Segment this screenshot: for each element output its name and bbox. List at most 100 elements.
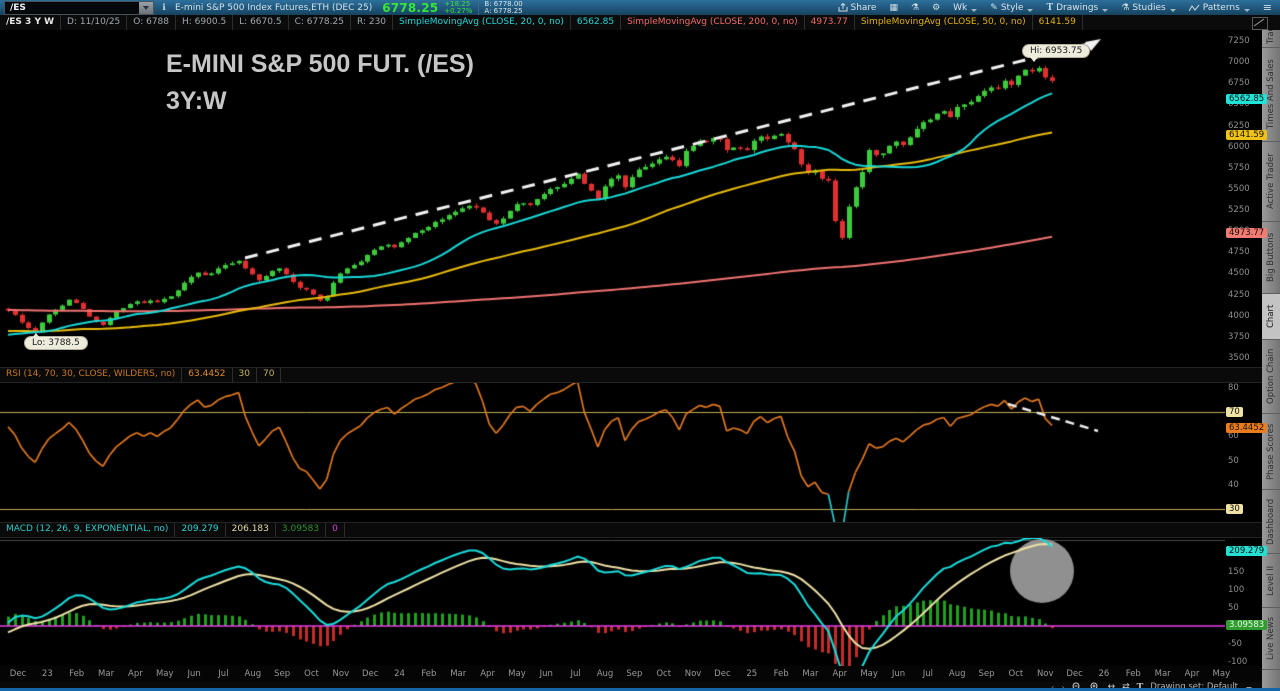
symbol-input[interactable]: /ES	[4, 0, 154, 15]
sidebar-tab-chart[interactable]: Chart	[1262, 294, 1280, 340]
rsi-chart-canvas[interactable]	[0, 383, 1225, 522]
time-axis-label: Apr	[480, 669, 495, 679]
low-price-bubble: Lo: 3788.5	[24, 333, 88, 350]
info-icon[interactable]: ℹ	[162, 2, 166, 13]
style-menu[interactable]: ✎ Style	[990, 2, 1034, 13]
timeframe-menu[interactable]: Wk	[953, 3, 978, 13]
study-label[interactable]: SimpleMovingAvg (CLOSE, 50, 0, no)	[855, 15, 1033, 30]
macd-chart-canvas[interactable]	[0, 538, 1225, 666]
symbol-dropdown-button[interactable]	[139, 1, 153, 14]
sidebar-tab-live-news[interactable]: Live News	[1262, 608, 1280, 670]
time-axis-label: Feb	[421, 669, 437, 679]
axis-value-badge: 6562.85	[1226, 94, 1268, 105]
axis-tick-label: -50	[1228, 639, 1242, 649]
ohlc-cell: H: 6900.5	[176, 15, 234, 30]
macd-header: MACD (12, 26, 9, EXPONENTIAL, no) 209.27…	[0, 522, 1262, 538]
chevron-down-icon	[1169, 9, 1176, 12]
time-axis-label: Apr	[1184, 669, 1200, 679]
text-note-icon[interactable]: T	[1136, 681, 1144, 691]
top-nav: /ES ℹ E-mini S&P 500 Index Futures,ETH (…	[0, 0, 1280, 15]
rsi-value: 63.4452	[182, 368, 233, 382]
time-axis-label: Mar	[1154, 669, 1171, 679]
settings-button[interactable]: ⚙	[932, 3, 940, 13]
price-chart-canvas[interactable]	[0, 30, 1225, 367]
time-axis-label: Jun	[539, 669, 553, 679]
ask-label: A: 6778.25	[484, 6, 523, 15]
axis-value-badge: 70	[1226, 407, 1243, 418]
title-line2: 3Y:W	[166, 87, 227, 115]
time-axis-label: 25	[746, 669, 758, 679]
window-bottom-edge	[0, 688, 1280, 691]
hamburger-menu-icon[interactable]: ≡	[1262, 1, 1272, 14]
chevron-down-icon	[143, 5, 149, 10]
price-pane: E-MINI S&P 500 FUT. (/ES) 3Y:W Hi: 6953.…	[0, 30, 1268, 367]
study-label[interactable]: SimpleMovingAvg (CLOSE, 200, 0, no)	[621, 15, 805, 30]
flexgrid-button[interactable]: ▦	[889, 3, 898, 13]
ohlc-cell: R: 230	[351, 15, 394, 30]
sidebar-tab-option-chain[interactable]: Option Chain	[1262, 340, 1280, 414]
symbol-timeframe-label: /ES 3 Y W	[0, 15, 62, 30]
zigzag-icon	[1188, 4, 1200, 11]
time-axis-label: May	[860, 669, 878, 679]
time-axis-label: Nov	[1036, 669, 1054, 679]
macd-zero-label: 0	[326, 523, 345, 537]
rsi-study-label[interactable]: RSI (14, 70, 30, CLOSE, WILDERS, no)	[0, 368, 183, 382]
analyze-button[interactable]: ⚗	[911, 3, 919, 13]
share-button[interactable]: Share	[838, 3, 876, 13]
expand-horizontal-icon[interactable]: ↔	[1107, 682, 1116, 691]
time-axis-label: Mar	[98, 669, 115, 679]
study-value: 6141.59	[1033, 15, 1083, 30]
rsi-overbought-level: 70	[257, 368, 282, 382]
last-price: 6778.25	[382, 0, 439, 15]
style-icon: ✎	[990, 2, 998, 13]
drawings-menu[interactable]: T Drawings	[1046, 3, 1109, 13]
pan-right-icon[interactable]: ›	[1061, 682, 1065, 691]
time-axis-label: Dec	[9, 669, 27, 679]
auto-fit-icon[interactable]	[1252, 17, 1268, 30]
axis-tick-label: 5750	[1228, 162, 1250, 173]
time-axis-label: Feb	[1125, 669, 1141, 679]
sidebar-tab-active-trader[interactable]: Active Trader	[1262, 142, 1280, 222]
time-axis-label: 24	[394, 669, 405, 679]
studies-menu[interactable]: ⚗ Studies	[1121, 3, 1176, 13]
time-axis-label: Jun	[891, 669, 906, 679]
axis-value-badge: 63.4452	[1226, 423, 1268, 434]
time-axis-label: 26	[1098, 669, 1110, 679]
swap-axes-icon[interactable]: ⇄	[1122, 682, 1130, 691]
study-cells: SimpleMovingAvg (CLOSE, 20, 0, no) 6562.8…	[393, 15, 1083, 30]
flask-icon: ⚗	[911, 2, 920, 13]
axis-value-badge: 209.279	[1226, 545, 1268, 556]
time-axis-label: Mar	[802, 669, 819, 679]
axis-tick-label: 80	[1228, 383, 1239, 393]
axis-tick-label: 7000	[1228, 57, 1250, 68]
study-label[interactable]: SimpleMovingAvg (CLOSE, 20, 0, no)	[393, 15, 571, 30]
price-axis[interactable]: 7250700067506500625060005750550052505000…	[1225, 30, 1268, 367]
axis-tick-label: 100	[1228, 585, 1245, 595]
time-axis-label: Oct	[1008, 669, 1024, 679]
drawing-set-selector[interactable]: Drawing set: Default	[1150, 682, 1238, 691]
sidebar-tab-dashboard[interactable]: Dashboard	[1262, 490, 1280, 554]
time-axis-label: Oct	[656, 669, 672, 679]
patterns-menu[interactable]: Patterns	[1188, 3, 1250, 13]
sidebar-tab-level-ii[interactable]: Level II	[1262, 554, 1280, 608]
chevron-down-icon	[1027, 9, 1034, 12]
time-axis-label: Mar	[450, 669, 467, 679]
axis-tick-label: 4000	[1228, 310, 1250, 321]
time-axis[interactable]: Dec 23 Feb Mar Apr May Jun Jul Aug Sep Oct Nov Dec 24…	[0, 666, 1262, 682]
axis-value-badge: 30	[1226, 504, 1243, 514]
time-axis-label: Aug	[596, 669, 614, 679]
axis-tick-label: 5250	[1228, 205, 1250, 216]
axis-value-badge: 3.09583	[1226, 619, 1268, 630]
time-axis-label: Jul	[922, 669, 933, 679]
axis-tick-label: 4750	[1228, 247, 1250, 258]
bid-label: B: 6778.00	[484, 0, 523, 8]
pan-left-icon[interactable]: ‹	[1051, 682, 1055, 691]
macd-study-label[interactable]: MACD (12, 26, 9, EXPONENTIAL, no)	[0, 523, 176, 537]
study-value: 6562.85	[571, 15, 622, 30]
ohlc-cell: O: 6788	[127, 15, 177, 30]
sidebar-tab-trade[interactable]: Trade	[1262, 30, 1280, 48]
axis-tick-label: 50	[1228, 603, 1239, 613]
